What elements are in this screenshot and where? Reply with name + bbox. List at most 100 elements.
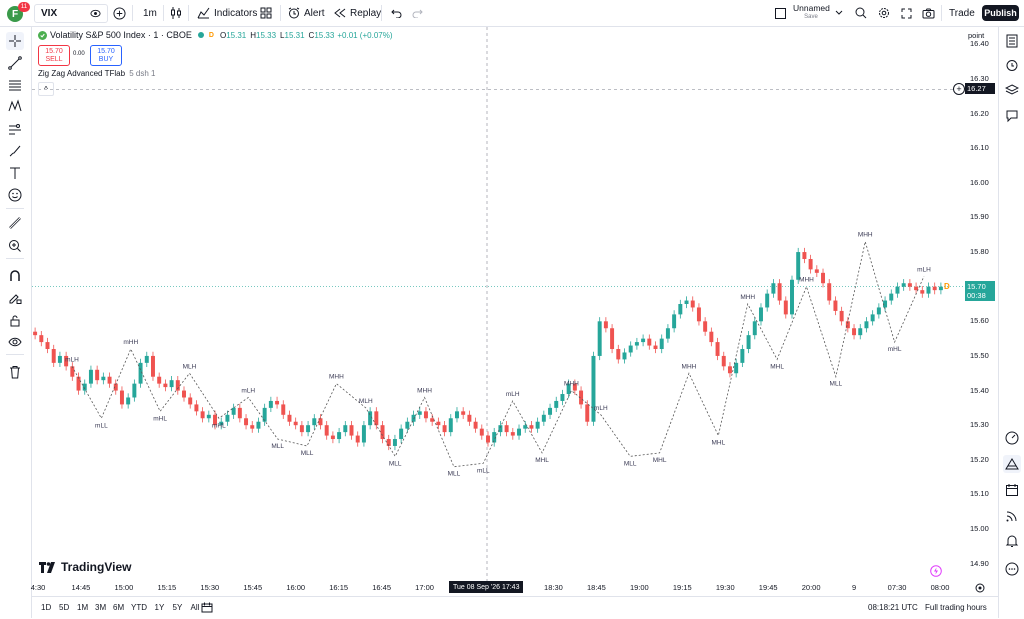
price-tick: 15.60 [970,316,989,326]
dom-button[interactable] [1003,429,1021,447]
range-button-1y[interactable]: 1Y [154,603,165,612]
news-stream-button[interactable] [1003,507,1021,525]
hide-tool[interactable] [6,333,24,351]
candle-body [510,432,515,436]
low-label: L [280,30,285,40]
text-tool[interactable] [6,164,24,182]
candle-body [442,425,447,433]
ohlc-low: L15.31 [280,31,304,40]
utc-clock[interactable]: 08:18:21 UTC [868,603,918,612]
help-button[interactable] [1003,560,1021,578]
range-button-ytd[interactable]: YTD [131,603,147,612]
zoom-tool[interactable] [6,237,24,255]
watchlist-button[interactable] [1003,32,1021,50]
calendar-button[interactable] [1003,481,1021,499]
time-tick: 9 [852,583,857,592]
zigzag-label: MHH [564,381,579,388]
lock-tool[interactable] [6,312,24,330]
layout-menu-button[interactable] [835,0,843,26]
zigzag-label: MHH [329,374,344,381]
range-button-5d[interactable]: 5D [59,603,70,612]
notifications-button[interactable] [1003,532,1021,550]
zigzag-label: mLH [594,405,608,412]
zigzag-label: MLL [301,450,314,457]
price-scale-mode[interactable]: point [968,31,985,40]
add-alert-plus-icon[interactable]: + [953,83,965,96]
candle-body [814,269,819,273]
range-button-3m[interactable]: 3M [95,603,107,612]
range-button-1d[interactable]: 1D [41,603,52,612]
stay-drawing-tool[interactable] [6,289,24,307]
spread-value: 0.00 [73,51,85,57]
tradingview-logo[interactable]: TradingView [39,560,131,574]
undo-button[interactable] [391,0,402,26]
zigzag-label: mLL [95,422,108,429]
chart-type-button[interactable] [170,0,182,26]
object-tree-button[interactable] [1003,81,1021,99]
candle-body [752,321,757,336]
sell-button[interactable]: 15.70 SELL [38,45,70,66]
collapse-legend-button[interactable]: ^ [38,82,54,96]
price-tick: 15.80 [970,247,989,257]
candle-body [380,425,385,440]
trade-button[interactable]: Trade [949,0,975,26]
interval-button[interactable]: 1m [143,0,157,26]
publish-button[interactable]: Publish [982,5,1019,21]
brush-tool[interactable] [6,142,24,160]
trend-line-tool[interactable] [6,54,24,72]
alert-button[interactable]: Alert [288,0,325,26]
candle-body [864,321,869,329]
fib-tool[interactable] [6,76,24,94]
range-button-6m[interactable]: 6M [113,603,125,612]
layout-checkbox[interactable] [775,0,786,26]
replay-label: Replay [350,7,382,19]
quick-search-button[interactable] [855,0,867,26]
candle-body [157,376,162,384]
alerts-button[interactable] [1003,56,1021,74]
indicators-button[interactable]: Indicators [197,0,257,26]
magnet-icon [10,270,20,281]
range-button-1m[interactable]: 1M [77,603,89,612]
range-button-all[interactable]: All [190,603,200,612]
replay-button[interactable]: Replay [334,0,381,26]
indicator-legend[interactable]: Zig Zag Advanced TFlab 5 dsh 1 [38,69,156,78]
remove-tool[interactable] [6,363,24,381]
templates-button[interactable] [260,0,272,26]
buy-button[interactable]: 15.70 BUY [90,45,122,66]
session-selector[interactable]: Full trading hours [925,603,987,612]
crosshair-tool[interactable] [6,32,24,50]
lightning-icon[interactable] [930,565,942,577]
candle-body [219,421,224,426]
candle-body [206,414,211,419]
symbol-search[interactable]: VIX [34,4,108,23]
go-to-date-icon[interactable] [201,602,213,613]
candle-body [622,352,627,360]
snapshot-button[interactable] [922,0,935,26]
zigzag-label: MLL [389,460,402,467]
chats-button[interactable] [1003,107,1021,125]
candle-body [330,435,335,440]
price-axis[interactable]: point 16.40 16.30 16.20 16.10 16.00 15.90 15.8… [964,27,997,581]
candle-body [529,425,534,429]
divider [381,5,382,21]
layout-name-button[interactable]: Unnamed Save [793,4,830,22]
fullscreen-button[interactable] [901,0,912,26]
magnet-tool[interactable] [6,267,24,285]
pattern-tool[interactable] [6,97,24,115]
settings-button[interactable] [878,0,890,26]
brush-icon [9,145,21,157]
measure-tool[interactable] [6,214,24,232]
tradingview-wordmark: TradingView [61,560,132,574]
emoji-tool[interactable] [6,186,24,204]
price-chart[interactable]: mLH mLL mHH mHL MLH mHL mLH MLL MLL MHH MLH MLL MHH M… [32,27,964,581]
zigzag-label: MLH [359,398,373,405]
range-button-5y[interactable]: 5Y [172,603,183,612]
forecast-tool[interactable] [6,120,24,138]
add-compare-button[interactable] [113,0,126,26]
symbol-title[interactable]: Volatility S&P 500 Index · 1 · CBOE [50,30,192,40]
ideas-button[interactable] [1003,455,1021,473]
candle-body [628,345,633,353]
symbol-options-icon[interactable] [90,8,101,19]
redo-button[interactable] [412,0,423,26]
axis-settings-icon[interactable] [975,583,985,593]
